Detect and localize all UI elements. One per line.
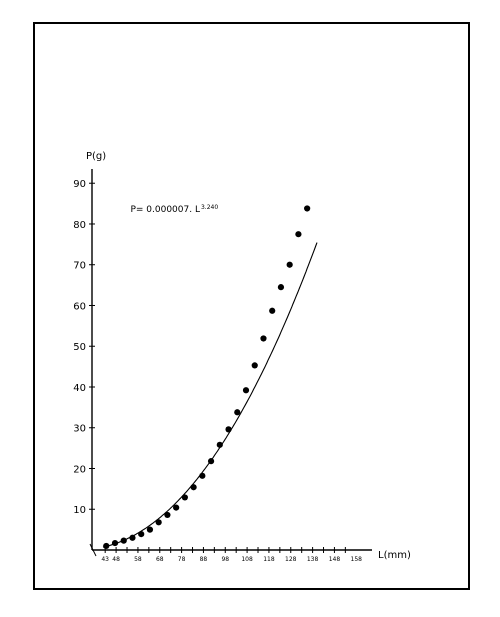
data-point <box>138 531 144 537</box>
x-tick-label: 108 <box>241 556 253 563</box>
x-tick-label: 88 <box>200 556 208 563</box>
data-point <box>208 458 214 464</box>
data-point <box>243 387 249 393</box>
data-point <box>173 505 179 511</box>
y-tick-label: 80 <box>73 220 86 231</box>
data-point <box>191 484 197 490</box>
y-tick-label: 40 <box>73 383 86 394</box>
data-point <box>156 519 162 525</box>
y-tick-label: 20 <box>73 464 86 475</box>
x-tick-label: 128 <box>285 556 297 563</box>
x-tick-label: 98 <box>221 556 229 563</box>
y-tick-label: 30 <box>73 424 86 435</box>
data-point <box>217 442 223 448</box>
y-tick-label: 90 <box>73 179 86 190</box>
y-tick-label: 50 <box>73 342 86 353</box>
formula-annotation: P= 0.000007. L 3.240 <box>130 204 218 215</box>
formula-text: P= 0.000007. L <box>130 205 200 215</box>
data-point <box>304 205 310 211</box>
data-point <box>199 473 205 479</box>
data-point <box>287 262 293 268</box>
x-tick-label: 158 <box>351 556 363 563</box>
data-points <box>103 205 310 549</box>
formula-exponent: 3.240 <box>201 204 218 211</box>
x-tick-label: 138 <box>307 556 319 563</box>
data-point <box>260 335 266 341</box>
fit-curve <box>103 243 317 548</box>
x-axis-title: L(mm) <box>378 550 411 561</box>
data-point <box>147 527 153 533</box>
x-tick-label: 48 <box>112 556 120 563</box>
y-axis-title: P(g) <box>86 151 106 162</box>
fit-curve-group <box>103 243 317 548</box>
data-point <box>164 512 170 518</box>
data-point <box>252 362 258 368</box>
y-tick-label: 60 <box>73 301 86 312</box>
data-point <box>269 308 275 314</box>
data-point <box>103 543 109 549</box>
data-point <box>225 426 231 432</box>
x-tick-label: 43 <box>101 556 109 563</box>
data-point <box>278 284 284 290</box>
y-tick-label: 70 <box>73 261 86 272</box>
data-point <box>112 540 118 546</box>
x-tick-label: 78 <box>178 556 186 563</box>
data-point <box>129 535 135 541</box>
data-point <box>182 494 188 500</box>
x-tick-label: 58 <box>134 556 142 563</box>
x-tick-label: 118 <box>263 556 275 563</box>
y-tick-label: 10 <box>73 505 86 516</box>
data-point <box>295 231 301 237</box>
axes <box>90 169 372 556</box>
ticks: 10 20 30 40 50 60 70 80 90 4348 58 68 78 88 98 108 118 12… <box>73 179 362 563</box>
data-point <box>121 538 127 544</box>
x-tick-label: 148 <box>329 556 341 563</box>
x-tick-label: 68 <box>156 556 164 563</box>
data-point <box>234 409 240 415</box>
